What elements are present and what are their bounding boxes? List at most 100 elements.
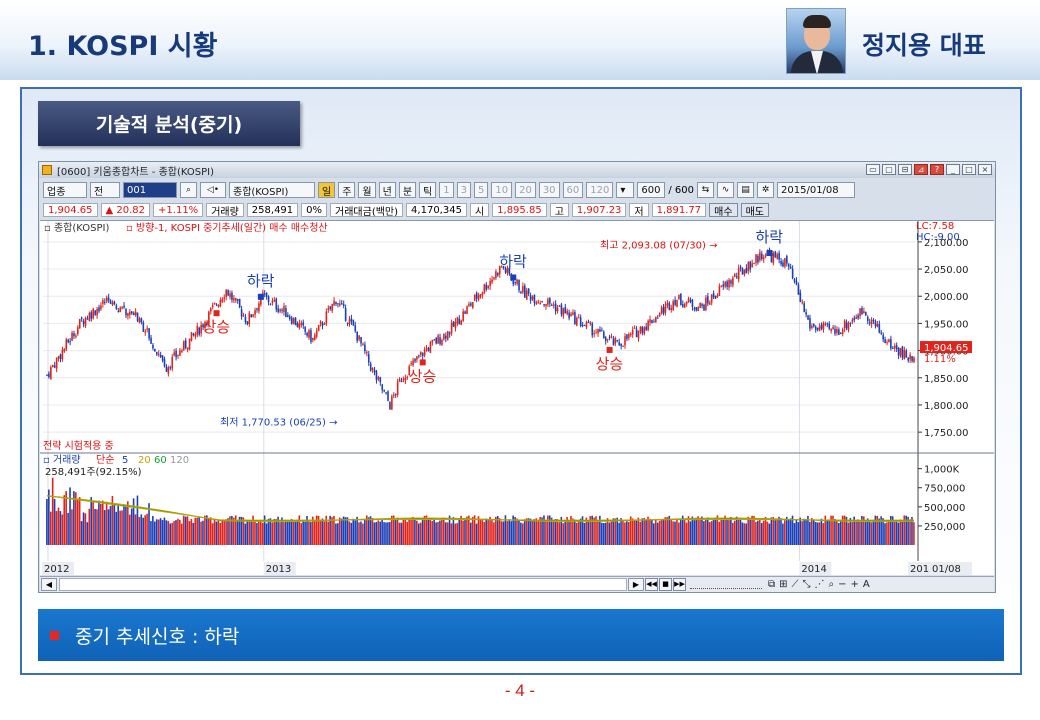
code-input[interactable]: 001	[123, 182, 177, 198]
candle-body	[425, 348, 428, 350]
candle-body	[198, 327, 201, 335]
help-button[interactable]: ?	[930, 164, 944, 175]
volume-bar	[895, 521, 898, 545]
gear-icon[interactable]: ✲	[757, 182, 775, 198]
buy-button[interactable]: 매수	[709, 203, 738, 218]
period-week[interactable]: 주	[338, 182, 356, 198]
volume-bar	[207, 518, 210, 545]
volume-bar	[606, 518, 609, 545]
window-btn-4[interactable]: ⊿	[914, 164, 928, 175]
date-input[interactable]: 2015/01/08	[777, 182, 856, 198]
candle-body	[258, 303, 260, 312]
sell-button[interactable]: 매도	[740, 203, 769, 218]
num-30[interactable]: 30	[538, 182, 560, 198]
maximize-button[interactable]: □	[962, 164, 976, 175]
scope-select[interactable]: 전	[90, 182, 120, 198]
candle-body	[433, 339, 436, 341]
close-button[interactable]: ×	[978, 164, 992, 175]
num-10[interactable]: 10	[491, 182, 513, 198]
window-tool-icon[interactable]: ⧉	[768, 579, 776, 590]
chart-tool-icon-2[interactable]: ∿	[717, 182, 735, 198]
volume-bar	[807, 515, 809, 545]
amount-value: 4,170,345	[406, 203, 467, 217]
speaker-icon[interactable]: ◁•	[200, 182, 226, 198]
period-day[interactable]: 일	[318, 182, 336, 198]
volume-bar	[741, 522, 744, 545]
minus-icon[interactable]: −	[838, 579, 847, 590]
forward-button[interactable]: ▶▶	[673, 578, 686, 591]
minimize-button[interactable]: _	[946, 164, 960, 175]
volume-bar	[71, 509, 73, 545]
fib-icon[interactable]: ⋰	[814, 579, 825, 590]
volume-bar	[489, 516, 491, 545]
count-input[interactable]: 600	[637, 182, 666, 198]
candle-body	[238, 299, 241, 308]
candle-body	[439, 337, 441, 344]
candle-body	[358, 335, 360, 340]
candle-body	[789, 266, 792, 269]
cascade-icon[interactable]: ⊞	[779, 579, 788, 590]
plus-icon[interactable]: +	[850, 579, 859, 590]
candle-body	[757, 255, 759, 263]
period-minute[interactable]: 분	[398, 182, 417, 198]
chart-tool-icon-1[interactable]: ⇆	[697, 182, 715, 198]
candle-body	[331, 303, 333, 311]
scroll-track[interactable]	[59, 578, 627, 591]
volume-bar	[689, 521, 692, 545]
candle-body	[628, 333, 630, 338]
period-year[interactable]: 년	[378, 182, 396, 198]
num-60[interactable]: 60	[562, 182, 584, 198]
candle-body	[560, 304, 563, 315]
stop-button[interactable]: ■	[659, 578, 672, 591]
period-tick[interactable]: 틱	[419, 182, 437, 198]
candle-body	[866, 316, 869, 321]
rewind-button[interactable]: ◀◀	[645, 578, 658, 591]
volume-bar	[728, 520, 730, 545]
num-120[interactable]: 120	[586, 182, 614, 198]
candle-body	[263, 293, 266, 295]
font-size-icon[interactable]: A	[862, 579, 870, 590]
volume-bar	[801, 521, 803, 545]
candle-body	[156, 352, 158, 355]
count-total: / 600	[668, 184, 695, 196]
volume-bar	[103, 510, 106, 545]
num-1[interactable]: 1	[439, 182, 454, 198]
num-20[interactable]: 20	[515, 182, 536, 198]
candle-body	[585, 322, 588, 328]
save-icon[interactable]: ▤	[737, 182, 755, 198]
interval-dropdown[interactable]: ▾	[616, 182, 635, 198]
scroll-right-button[interactable]: ▶	[628, 578, 644, 591]
candle-body	[429, 342, 432, 353]
window-title: [0600] 키움종합차트 - 종합(KOSPI)	[57, 166, 215, 178]
volume-bar	[498, 518, 501, 545]
volume-bar	[495, 516, 497, 545]
trend-icon[interactable]: ⤡	[802, 579, 811, 590]
volume-bar	[364, 518, 366, 545]
period-month[interactable]: 월	[358, 182, 376, 198]
draw-line-icon[interactable]: ⟋	[791, 579, 799, 590]
volume-bar	[708, 522, 711, 545]
window-btn-3[interactable]: ⊟	[898, 164, 912, 175]
candle-body	[329, 306, 332, 310]
scroll-left-button[interactable]: ◀	[41, 578, 57, 591]
buy-signal-marker	[213, 310, 220, 317]
candle-body	[728, 279, 730, 288]
volume-value: 258,491	[246, 203, 299, 217]
kospi-chart[interactable]: 2,100.002,050.002,000.001,950.001,900.00…	[40, 221, 994, 575]
candle-body	[186, 347, 189, 350]
window-btn-2[interactable]: ▢	[882, 164, 896, 175]
zoom-icon[interactable]: ⌕	[828, 579, 835, 590]
candle-body	[75, 335, 77, 337]
num-5[interactable]: 5	[473, 182, 489, 198]
num-3[interactable]: 3	[456, 182, 471, 198]
search-icon[interactable]: ⌕	[180, 182, 197, 198]
index-name-field[interactable]: 종합(KOSPI)	[229, 182, 315, 198]
candle-body	[385, 392, 387, 394]
candle-body	[134, 311, 137, 316]
window-btn-1[interactable]: ▭	[866, 164, 880, 175]
candle-body	[271, 300, 274, 303]
volume-bar	[161, 520, 164, 545]
chart-area[interactable]: 2,100.002,050.002,000.001,950.001,900.00…	[40, 220, 994, 575]
category-select[interactable]: 업종	[43, 182, 87, 198]
zoom-slider[interactable]	[690, 581, 762, 589]
